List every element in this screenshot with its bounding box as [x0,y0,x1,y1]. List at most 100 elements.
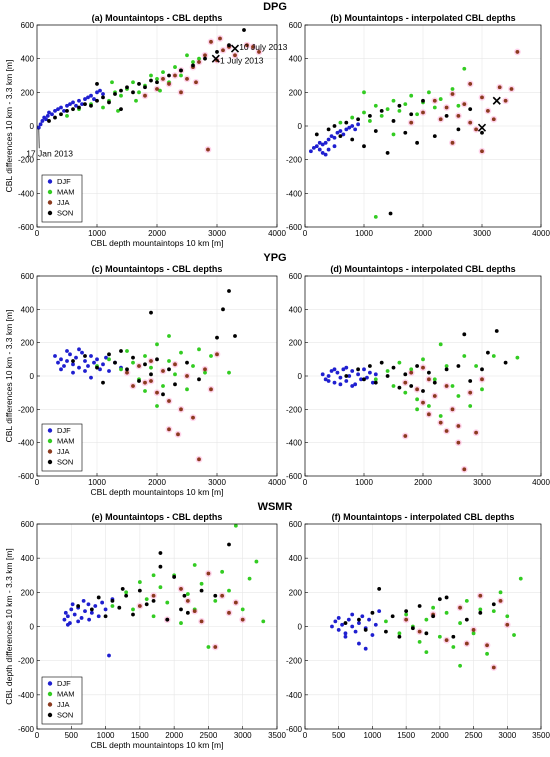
point-djf [89,354,93,358]
point-djf [323,140,328,145]
point-son [179,68,183,73]
point-djf [80,102,84,107]
point-djf [77,365,81,370]
point-jja [215,352,219,357]
point-djf [100,600,105,605]
point-jja [468,120,473,125]
point-mam [158,585,163,590]
point-djf [98,88,102,93]
x-tick-label: 3000 [473,229,491,238]
y-tick-label: -600 [18,725,35,734]
x-tick-label: 500 [332,731,346,740]
point-mam [450,384,455,388]
point-jja [179,587,183,591]
point-mam [444,364,449,368]
point-mam [206,645,211,649]
point-son [144,602,149,607]
point-djf [74,103,78,108]
point-son [197,377,201,382]
point-jja [497,85,502,90]
point-son [424,631,429,636]
point-djf [326,374,331,378]
point-mam [415,112,419,117]
x-tick-label: 0 [303,478,308,487]
point-son [158,551,163,555]
point-son [385,151,390,155]
point-son [131,90,135,95]
legend-label: JJA [57,198,70,207]
point-djf [347,125,352,130]
point-son [59,112,63,117]
point-son [415,364,419,368]
point-djf [335,130,340,135]
plot-frame [304,523,542,730]
point-son [409,384,414,388]
y-tick-label: -200 [286,657,303,666]
point-djf [95,90,99,95]
point-jja [227,610,231,615]
point-djf [101,362,105,367]
point-mam [384,619,388,624]
point-jja [444,384,449,388]
legend-marker [47,200,53,205]
point-djf [329,134,334,139]
point-djf [83,97,87,101]
y-tick-label: -200 [286,405,303,414]
point-djf [68,352,72,357]
y-tick-label: -600 [286,223,303,232]
legend-label: DJF [57,426,71,435]
point-mam [462,66,467,71]
point-mam [131,80,135,85]
point-mam [391,132,396,137]
panel-f: 0 500 1000 1500 2000 2500 3000 3500-600-400-200… [286,512,550,740]
point-son [370,610,375,615]
point-jja [185,374,189,378]
point-mam [110,80,114,85]
y-tick-label: 600 [21,272,35,281]
y-tick-label: 200 [289,588,303,597]
point-djf [59,367,63,372]
point-son [125,85,129,90]
point-jja [185,598,190,603]
point-son [137,379,141,383]
point-son [478,610,483,615]
point-jja [458,605,462,610]
point-jja [206,147,210,152]
point-jja [498,598,503,603]
point-mam [397,631,402,636]
x-axis-label: CBL depth mountaintops 10 km [m] [91,238,224,248]
point-jja [251,44,255,49]
point-jja [450,92,455,96]
point-djf [44,117,48,122]
x-tick-label: 1000 [355,229,373,238]
point-djf [353,629,358,634]
point-jja [491,665,496,670]
point-son [468,107,473,112]
data-points [309,48,521,219]
point-mam [373,103,378,108]
point-mam [131,607,135,612]
point-mam [373,215,378,219]
point-jja [233,600,238,605]
point-djf [343,634,348,639]
legend-label: JJA [57,447,70,456]
point-mam [227,370,231,375]
point-djf [362,367,366,372]
point-son [332,124,337,128]
point-djf [83,369,87,373]
point-mam [233,524,238,528]
point-jja [161,369,165,373]
panel-title: (f) Mountaintops - interpolated CBL dept… [332,512,515,522]
point-djf [329,369,334,373]
x-tick-label: 1000 [88,229,106,238]
x-axis-label: CBL depth mountaintops 10 km [m] [91,740,224,750]
point-mam [191,60,195,64]
point-son [185,610,190,615]
row-title: YPG [263,252,286,264]
point-son [149,78,153,83]
point-jja [421,365,425,370]
point-djf [37,125,41,130]
y-tick-label: 200 [21,588,35,597]
point-mam [107,357,111,362]
